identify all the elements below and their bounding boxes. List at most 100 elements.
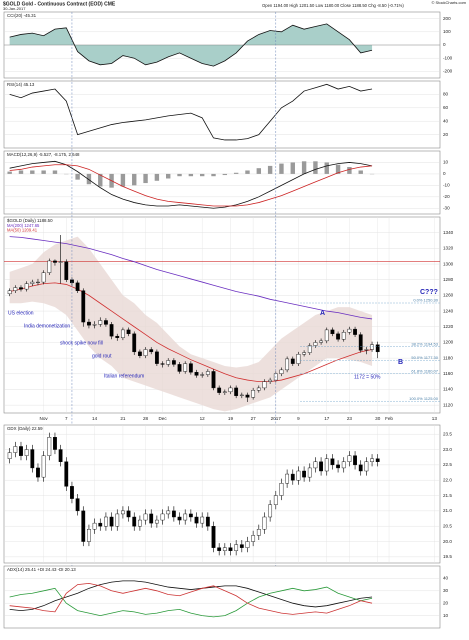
candle-body <box>228 547 233 551</box>
panel-title: CCI(20) -45.31 <box>7 13 37 18</box>
candle-body <box>279 369 284 375</box>
candle-body <box>104 320 108 325</box>
x-tick-label: 27 <box>251 416 257 421</box>
candle-body <box>319 461 323 472</box>
histogram-bar <box>41 170 46 174</box>
candle-body <box>53 437 57 450</box>
y-tick-label: 22.0 <box>443 477 452 482</box>
candle-body <box>75 282 80 291</box>
fib-label: 61.8% 1160.07 <box>411 368 438 373</box>
candle-body <box>370 458 374 463</box>
series-line <box>9 23 373 67</box>
candle-body <box>330 329 335 335</box>
candle-body <box>70 486 74 499</box>
candle-body <box>188 513 193 518</box>
x-tick-label: 30 <box>375 416 381 421</box>
candle-body <box>64 461 69 487</box>
candle-body <box>143 513 148 521</box>
candle-body <box>319 340 323 343</box>
candle-body <box>347 328 352 333</box>
x-tick-label: 13 <box>432 416 438 421</box>
candle-body <box>330 458 335 466</box>
histogram-bar <box>358 170 363 174</box>
date: 30-Jan-2017 <box>3 6 26 11</box>
candle-body <box>324 329 329 342</box>
y-tick-label: 0 <box>443 171 446 176</box>
candle-body <box>115 513 120 527</box>
candle-body <box>81 290 86 323</box>
panel-title: ADX(14) 25.41 +DI 24.43 -DI 20.13 <box>7 567 76 572</box>
candle-body <box>302 470 307 478</box>
candle-body <box>115 335 120 338</box>
candle-body <box>47 260 52 273</box>
quote: Open 1194.00 High 1201.50 Low 1180.00 Cl… <box>262 3 404 8</box>
y-tick-label: 21.0 <box>443 508 452 513</box>
y-tick-label: 1200 <box>443 340 454 345</box>
candle-body <box>177 364 182 372</box>
candle-body <box>171 510 176 518</box>
candle-body <box>307 345 312 353</box>
x-tick-label: 17 <box>324 416 330 421</box>
candle-body <box>205 516 210 527</box>
histogram-bar <box>256 168 262 174</box>
histogram-bar <box>222 173 228 176</box>
candle-body <box>183 513 188 521</box>
candle-body <box>222 547 227 551</box>
annotation: B <box>398 359 403 366</box>
candle-body <box>13 446 18 453</box>
candle-body <box>13 287 18 291</box>
candle-body <box>222 391 227 393</box>
series-line <box>9 582 373 615</box>
candle-body <box>200 374 205 376</box>
y-tick-label: 19.5 <box>443 554 452 559</box>
y-tick-label: -30 <box>443 205 450 210</box>
candle-body <box>336 464 340 469</box>
candle-body <box>313 461 318 469</box>
candle-body <box>149 349 154 353</box>
plot-area <box>9 580 373 618</box>
series-line <box>9 580 373 612</box>
y-tick-label: -200 <box>443 69 453 74</box>
histogram-bar <box>154 173 160 181</box>
histogram-bar <box>211 173 216 177</box>
panel-title: MACD(12,26,9) -5.527, -8.175, 2.648 <box>7 152 80 157</box>
candle-body <box>347 455 352 462</box>
annotation: gold rout <box>92 353 112 359</box>
histogram-bar <box>177 173 182 177</box>
histogram-bar <box>335 164 341 174</box>
candle-body <box>19 287 23 290</box>
y-tick-label: 1340 <box>443 230 454 235</box>
y-tick-label: 1260 <box>443 293 454 298</box>
candle-body <box>53 260 57 263</box>
x-tick-label: 14 <box>92 416 98 421</box>
candle-body <box>177 516 182 521</box>
panel-frame <box>3 565 441 629</box>
candle-body <box>87 321 91 326</box>
plot-area <box>7 160 375 209</box>
histogram-bar <box>347 167 352 174</box>
annotation: India demonetization <box>24 323 70 329</box>
histogram-bar <box>52 170 58 174</box>
y-tick-label: 40 <box>443 118 449 123</box>
candle-body <box>154 519 159 524</box>
candle-body <box>137 351 142 356</box>
candle-body <box>228 387 233 393</box>
panel-title: RSI(14) 45.13 <box>7 82 35 87</box>
y-tick-label: -10 <box>443 183 450 188</box>
y-tick-label: 20.5 <box>443 523 452 528</box>
candle-body <box>205 371 210 375</box>
candle-body <box>375 458 380 463</box>
candle-body <box>353 455 357 466</box>
y-tick-label: 0 <box>443 42 446 47</box>
candle-body <box>166 510 171 515</box>
candle-body <box>245 541 250 548</box>
source: © StockCharts.com <box>431 0 466 5</box>
candle-body <box>58 449 63 462</box>
annotation: Italian referendum <box>104 373 144 379</box>
candle-body <box>166 360 171 365</box>
candle-body <box>36 281 40 283</box>
panel-title: GDX (Daily) 22.59 <box>7 426 43 431</box>
candle-body <box>307 467 312 478</box>
candle-body <box>364 461 369 472</box>
y-tick-label: 10 <box>443 160 449 165</box>
